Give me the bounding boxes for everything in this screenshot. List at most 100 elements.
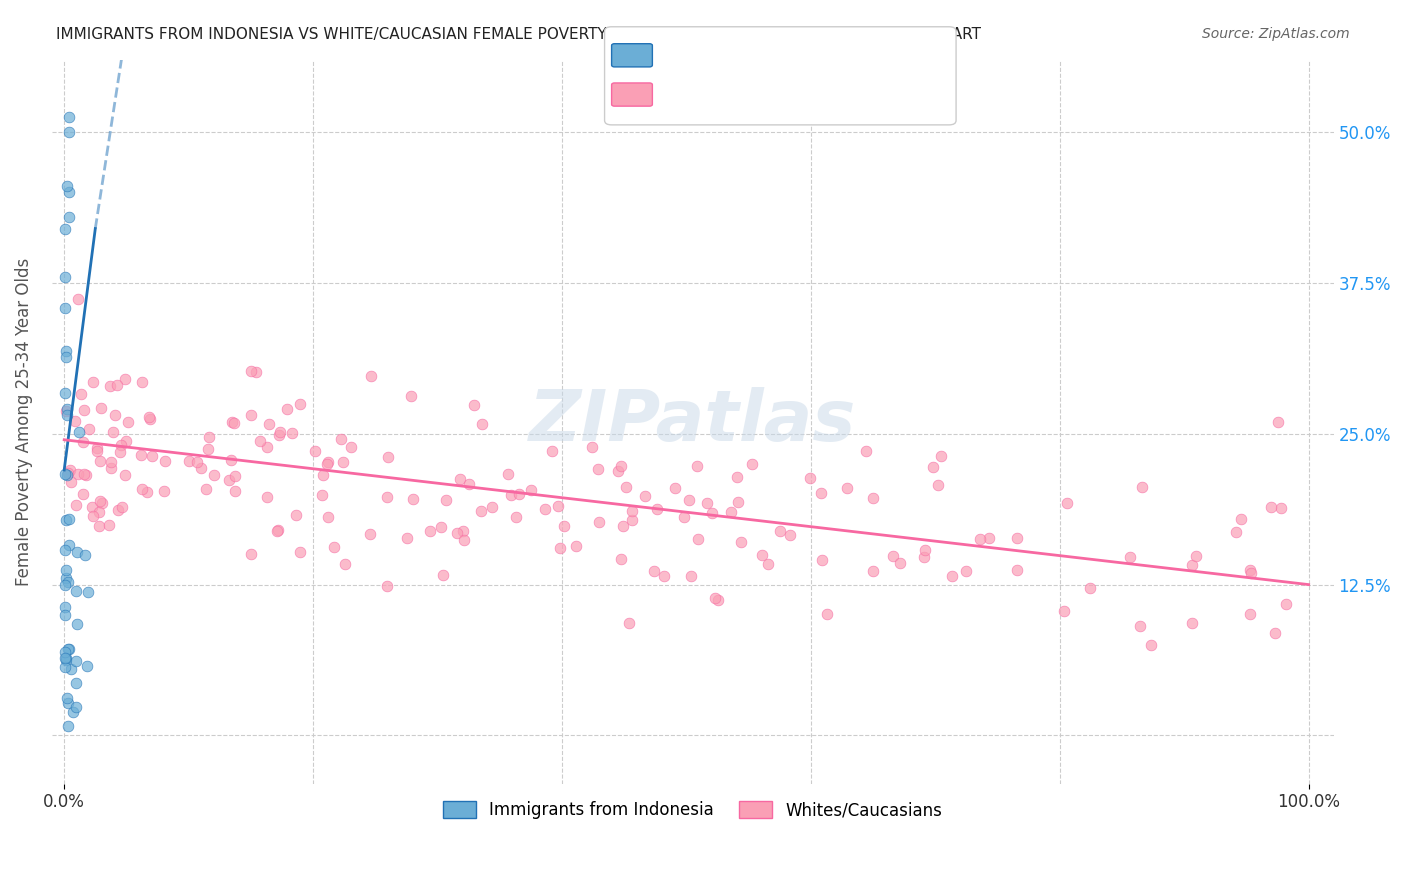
Point — [882, 549, 904, 563]
Point — [55, 513, 77, 527]
Point — [67, 292, 90, 306]
Point — [914, 543, 936, 558]
Point — [114, 372, 136, 386]
Point — [470, 504, 492, 518]
Point — [977, 531, 1000, 545]
Point — [281, 425, 304, 440]
Point — [696, 496, 718, 510]
Point — [451, 524, 474, 538]
Point — [107, 503, 129, 517]
Point — [72, 487, 94, 501]
Point — [548, 541, 571, 555]
Point — [304, 443, 326, 458]
Point — [117, 415, 139, 429]
Point — [496, 467, 519, 481]
Point — [815, 607, 838, 621]
Point — [53, 269, 76, 284]
Point — [588, 462, 610, 476]
Point — [97, 517, 120, 532]
Point — [1119, 549, 1142, 564]
Point — [100, 455, 122, 469]
Point — [267, 428, 290, 442]
Point — [114, 468, 136, 483]
Point — [111, 500, 134, 514]
Point — [86, 444, 108, 458]
Point — [55, 221, 77, 235]
Text: IMMIGRANTS FROM INDONESIA VS WHITE/CAUCASIAN FEMALE POVERTY AMONG 25-34 YEAR OLD: IMMIGRANTS FROM INDONESIA VS WHITE/CAUCA… — [56, 27, 981, 42]
Text: N =: N = — [759, 45, 790, 62]
Point — [955, 564, 977, 578]
Point — [652, 569, 675, 583]
Point — [285, 508, 308, 523]
Point — [110, 438, 132, 452]
Point — [60, 662, 83, 676]
Point — [1005, 563, 1028, 577]
Point — [1080, 581, 1102, 595]
Point — [56, 468, 79, 483]
Point — [55, 343, 77, 358]
Point — [621, 513, 644, 527]
Point — [322, 540, 344, 554]
Point — [256, 440, 278, 454]
Point — [55, 691, 77, 706]
Point — [588, 515, 610, 529]
Point — [194, 482, 217, 496]
Text: R =: R = — [626, 45, 657, 62]
Point — [76, 658, 98, 673]
Point — [330, 433, 353, 447]
Point — [799, 470, 821, 484]
Point — [686, 532, 709, 546]
Point — [315, 457, 337, 471]
Point — [129, 448, 152, 462]
Point — [340, 440, 363, 454]
Text: N =: N = — [759, 83, 790, 101]
Point — [779, 528, 801, 542]
Point — [1053, 605, 1076, 619]
Point — [700, 507, 723, 521]
Point — [610, 552, 633, 566]
Point — [139, 412, 162, 426]
Point — [1184, 549, 1206, 564]
Point — [581, 440, 603, 454]
Point — [1056, 496, 1078, 510]
Point — [1005, 531, 1028, 545]
Text: ZIPatlas: ZIPatlas — [529, 387, 856, 456]
Point — [862, 491, 884, 505]
Point — [53, 467, 76, 481]
Point — [730, 535, 752, 549]
Point — [55, 350, 77, 364]
Point — [333, 557, 356, 571]
Point — [153, 454, 176, 468]
Point — [56, 641, 79, 656]
Point — [419, 524, 441, 538]
Point — [912, 549, 935, 564]
Point — [941, 569, 963, 583]
Point — [55, 645, 77, 659]
Point — [55, 651, 77, 665]
Point — [769, 524, 792, 539]
Point — [56, 179, 79, 194]
Point — [65, 676, 87, 690]
Point — [704, 591, 727, 605]
Point — [1270, 501, 1292, 516]
Point — [481, 500, 503, 514]
Point — [1274, 597, 1296, 611]
Point — [1139, 638, 1161, 652]
Point — [685, 459, 707, 474]
Point — [395, 531, 418, 545]
Point — [82, 509, 104, 524]
Point — [55, 542, 77, 557]
Point — [136, 484, 159, 499]
Text: 0.386: 0.386 — [675, 45, 733, 62]
Point — [643, 565, 665, 579]
Point — [65, 583, 87, 598]
Point — [706, 593, 728, 607]
Point — [619, 616, 641, 631]
Point — [202, 468, 225, 483]
Point — [110, 445, 132, 459]
Point — [222, 416, 245, 430]
Point — [375, 490, 398, 504]
Point — [929, 449, 952, 463]
Point — [276, 401, 298, 416]
Point — [56, 696, 79, 710]
